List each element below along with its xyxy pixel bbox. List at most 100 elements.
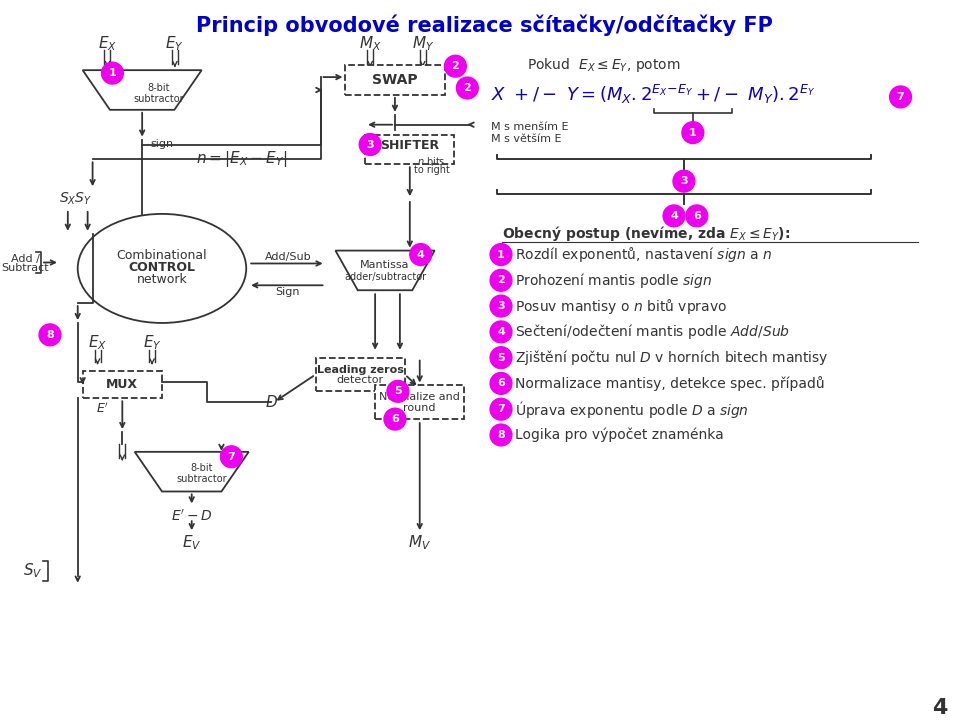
Text: 6: 6 bbox=[693, 211, 701, 221]
Text: $X\ +/-\ Y = (M_X .2^{E_X\!-\!E_Y} +/-\ M_Y).2^{E_Y}$: $X\ +/-\ Y = (M_X .2^{E_X\!-\!E_Y} +/-\ … bbox=[492, 83, 815, 106]
Text: Normalize and: Normalize and bbox=[379, 393, 460, 402]
Text: adder/subtractor: adder/subtractor bbox=[344, 273, 426, 283]
FancyBboxPatch shape bbox=[83, 371, 162, 398]
Text: 4: 4 bbox=[497, 327, 505, 337]
Text: 5: 5 bbox=[497, 353, 505, 363]
Text: 6: 6 bbox=[391, 414, 398, 424]
Text: Subtract: Subtract bbox=[1, 263, 49, 273]
Circle shape bbox=[456, 77, 478, 99]
Text: 2: 2 bbox=[451, 61, 459, 71]
Circle shape bbox=[221, 446, 242, 468]
Text: 3: 3 bbox=[497, 301, 505, 311]
Text: 8-bit: 8-bit bbox=[190, 463, 213, 473]
Text: Pokud  $E_X \leq E_Y$, potom: Pokud $E_X \leq E_Y$, potom bbox=[527, 56, 681, 74]
FancyBboxPatch shape bbox=[346, 65, 444, 95]
Text: round: round bbox=[403, 403, 436, 414]
Text: 8-bit: 8-bit bbox=[148, 83, 170, 93]
Text: 3: 3 bbox=[367, 140, 374, 150]
Circle shape bbox=[663, 205, 684, 227]
Text: Posuv mantisy o $n$ bitů vpravo: Posuv mantisy o $n$ bitů vpravo bbox=[515, 296, 727, 316]
Text: Prohození mantis podle $sign$: Prohození mantis podle $sign$ bbox=[515, 271, 712, 290]
Circle shape bbox=[410, 244, 432, 265]
Text: Logika pro výpočet znaménka: Logika pro výpočet znaménka bbox=[515, 428, 724, 442]
Text: Rozdíl exponentů, nastavení $sign$ a $n$: Rozdíl exponentů, nastavení $sign$ a $n$ bbox=[515, 245, 773, 264]
Ellipse shape bbox=[78, 214, 247, 323]
Text: 7: 7 bbox=[497, 404, 505, 414]
Text: $n = |E_X - E_Y|$: $n = |E_X - E_Y|$ bbox=[196, 150, 287, 169]
Text: $M_Y$: $M_Y$ bbox=[412, 34, 434, 53]
Text: detector: detector bbox=[337, 375, 384, 385]
Text: 8: 8 bbox=[497, 430, 505, 440]
Text: Leading zeros: Leading zeros bbox=[317, 364, 404, 375]
Text: $E_V$: $E_V$ bbox=[182, 534, 202, 552]
Text: sign: sign bbox=[151, 139, 174, 148]
Text: $E' - D$: $E' - D$ bbox=[171, 509, 212, 524]
Text: 8: 8 bbox=[46, 330, 54, 340]
Text: 1: 1 bbox=[689, 128, 697, 137]
Circle shape bbox=[890, 86, 911, 108]
Text: 1: 1 bbox=[108, 68, 116, 78]
Text: 2: 2 bbox=[464, 83, 471, 93]
Text: $E'$: $E'$ bbox=[96, 402, 109, 416]
Text: subtractor: subtractor bbox=[133, 94, 184, 104]
Text: 4: 4 bbox=[417, 249, 424, 260]
Circle shape bbox=[384, 408, 406, 430]
Text: SWAP: SWAP bbox=[372, 73, 418, 87]
Circle shape bbox=[444, 55, 467, 77]
Circle shape bbox=[39, 324, 60, 346]
Text: 2: 2 bbox=[497, 275, 505, 286]
Circle shape bbox=[491, 398, 512, 420]
Text: to right: to right bbox=[414, 166, 449, 175]
Text: Combinational: Combinational bbox=[117, 249, 207, 262]
Circle shape bbox=[673, 171, 695, 192]
Text: $S_X S_Y$: $S_X S_Y$ bbox=[60, 191, 92, 208]
Text: $E_X$: $E_X$ bbox=[88, 333, 108, 352]
Text: $n$ bits: $n$ bits bbox=[418, 155, 446, 167]
FancyBboxPatch shape bbox=[375, 385, 465, 419]
Polygon shape bbox=[335, 251, 435, 290]
Text: Add/Sub: Add/Sub bbox=[265, 252, 311, 262]
Text: $D$: $D$ bbox=[265, 394, 277, 410]
Circle shape bbox=[491, 372, 512, 394]
Circle shape bbox=[491, 295, 512, 317]
Text: $E_Y$: $E_Y$ bbox=[165, 34, 184, 53]
Text: subtractor: subtractor bbox=[177, 474, 227, 484]
Text: 4: 4 bbox=[670, 211, 678, 221]
Circle shape bbox=[491, 321, 512, 343]
Circle shape bbox=[387, 380, 409, 402]
Text: $E_X$: $E_X$ bbox=[98, 34, 117, 53]
Text: network: network bbox=[136, 273, 187, 286]
Text: M s menším E: M s menším E bbox=[492, 121, 568, 132]
Text: Add /: Add / bbox=[11, 254, 39, 263]
Text: Obecný postup (nevíme, zda $E_X \leq E_Y$):: Obecný postup (nevíme, zda $E_X \leq E_Y… bbox=[502, 224, 790, 243]
Circle shape bbox=[685, 205, 708, 227]
Text: $M_V$: $M_V$ bbox=[408, 534, 431, 552]
Text: $S_V$: $S_V$ bbox=[23, 562, 43, 580]
Polygon shape bbox=[83, 70, 202, 110]
Text: 7: 7 bbox=[897, 92, 904, 102]
Text: $M_X$: $M_X$ bbox=[359, 34, 381, 53]
Text: 6: 6 bbox=[497, 378, 505, 388]
Text: MUX: MUX bbox=[107, 378, 138, 391]
Circle shape bbox=[102, 62, 123, 84]
Polygon shape bbox=[134, 452, 249, 492]
Circle shape bbox=[359, 134, 381, 155]
Text: Úprava exponentu podle $D$ a $sign$: Úprava exponentu podle $D$ a $sign$ bbox=[515, 398, 749, 419]
Circle shape bbox=[491, 347, 512, 369]
Text: 1: 1 bbox=[497, 249, 505, 260]
Text: M s větším E: M s větším E bbox=[492, 134, 562, 144]
Circle shape bbox=[682, 121, 704, 144]
Text: 3: 3 bbox=[680, 176, 687, 187]
FancyBboxPatch shape bbox=[316, 358, 405, 391]
Text: Princip obvodové realizace sčítačky/odčítačky FP: Princip obvodové realizace sčítačky/odčí… bbox=[196, 14, 773, 36]
Text: SHIFTER: SHIFTER bbox=[380, 139, 440, 152]
Text: 4: 4 bbox=[932, 698, 948, 718]
Text: Zjištění počtu nul $D$ v horních bitech mantisy: Zjištění počtu nul $D$ v horních bitech … bbox=[515, 348, 828, 367]
Circle shape bbox=[491, 270, 512, 291]
Text: Sign: Sign bbox=[276, 287, 300, 297]
Text: CONTROL: CONTROL bbox=[129, 261, 196, 274]
Text: 5: 5 bbox=[395, 386, 401, 396]
Text: Sečtení/odečtení mantis podle $Add/Sub$: Sečtení/odečtení mantis podle $Add/Sub$ bbox=[515, 322, 790, 341]
Circle shape bbox=[491, 424, 512, 446]
Text: 7: 7 bbox=[228, 452, 235, 462]
